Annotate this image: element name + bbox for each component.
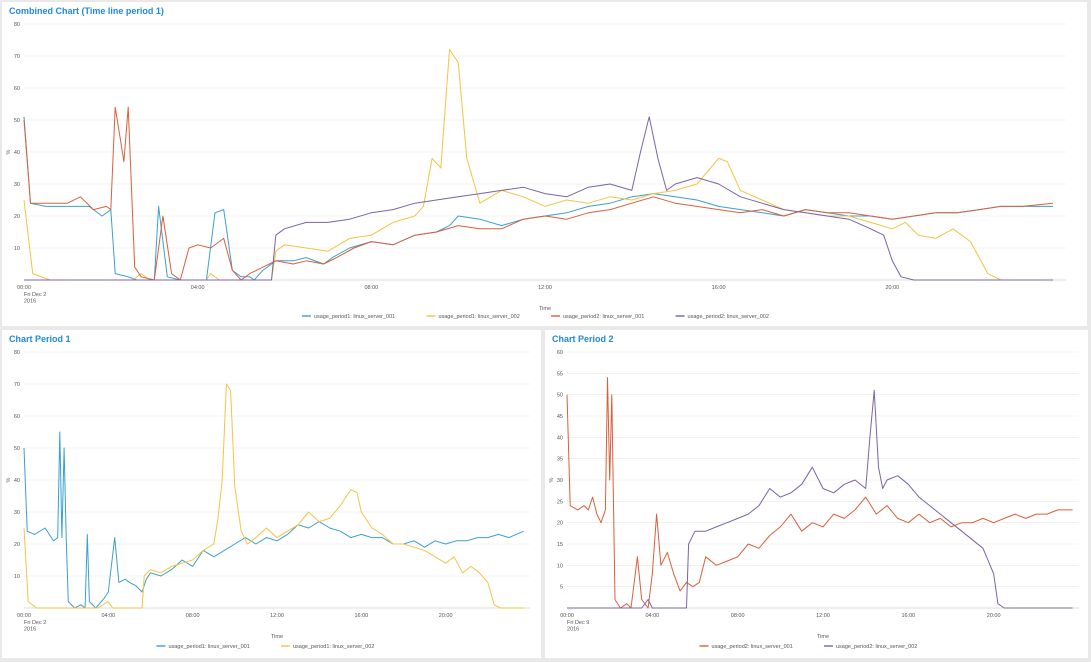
series-line: [566, 377, 1073, 609]
y-tick-label: 40: [557, 435, 563, 441]
y-tick-label: 50: [14, 446, 20, 452]
x-date-label: 2016: [24, 627, 36, 633]
series-line: [23, 431, 524, 609]
x-tick-label: 16:00: [712, 285, 726, 291]
x-date-label: 2016: [567, 627, 579, 633]
period2-chart-panel: Chart Period 2 5 10 15 20 25 30 35 40 45 50 55 60% 0…: [545, 330, 1088, 658]
y-tick-label: 80: [14, 22, 20, 28]
x-tick-label: 20:00: [885, 285, 899, 291]
y-tick-label: 60: [557, 350, 563, 356]
legend-label: usage_period2: linux_server_002: [836, 644, 917, 650]
combined-chart: 10 20 30 40 50 60 70 80% 00:00 04:00 08:00 12:00 16:…: [6, 22, 1066, 320]
y-tick-label: 60: [14, 86, 20, 92]
y-tick-label: 70: [14, 54, 20, 60]
y-tick-label: 70: [14, 382, 20, 388]
x-tick-label: 20:00: [987, 613, 1001, 619]
legend-label: usage_period1: linux_server_002: [293, 644, 374, 650]
y-tick-label: 50: [557, 393, 563, 399]
y-tick-label: 10: [14, 246, 20, 252]
y-tick-label: 35: [557, 457, 563, 463]
y-tick-label: 10: [14, 574, 20, 580]
combined-chart-panel: Combined Chart (Time line period 1) 10 20…: [2, 2, 1087, 326]
x-tick-label: 20:00: [439, 613, 453, 619]
panel-title: Chart Period 1: [9, 334, 71, 344]
x-date-label: Fri Dec 9: [567, 620, 589, 626]
x-tick-label: 00:00: [560, 613, 574, 619]
y-tick-label: 20: [14, 542, 20, 548]
y-tick-label: 30: [557, 478, 563, 484]
y-tick-label: 30: [14, 510, 20, 516]
legend-label: usage_period1: linux_server_001: [168, 644, 249, 650]
x-date-label: Fri Dec 2: [24, 620, 46, 626]
x-tick-label: 16:00: [901, 613, 915, 619]
x-tick-label: 04:00: [645, 613, 659, 619]
x-axis-label: Time: [817, 634, 829, 640]
x-axis-label: Time: [271, 634, 283, 640]
x-tick-label: 12:00: [538, 285, 552, 291]
x-tick-label: 08:00: [731, 613, 745, 619]
y-tick-label: 45: [557, 414, 563, 420]
x-tick-label: 08:00: [186, 613, 200, 619]
x-tick-label: 00:00: [17, 613, 31, 619]
x-tick-label: 16:00: [354, 613, 368, 619]
x-date-label: 2016: [24, 299, 36, 305]
series-line: [23, 116, 1053, 281]
y-tick-label: 80: [14, 350, 20, 356]
x-tick-label: 12:00: [816, 613, 830, 619]
panel-title: Chart Period 2: [552, 334, 614, 344]
y-tick-label: 10: [557, 563, 563, 569]
x-tick-label: 04:00: [101, 613, 115, 619]
y-tick-label: 40: [14, 478, 20, 484]
y-tick-label: 55: [557, 371, 563, 377]
legend-label: usage_period1: linux_server_002: [438, 314, 519, 320]
series-line: [24, 116, 1053, 281]
series-line: [23, 106, 1054, 281]
y-tick-label: 60: [14, 414, 20, 420]
period1-chart-panel: Chart Period 1 10 20 30 40 50 60 70 80% 00:00 04:…: [2, 330, 541, 658]
x-tick-label: 00:00: [17, 285, 31, 291]
legend-label: usage_period2: linux_server_001: [711, 644, 792, 650]
y-tick-label: 25: [557, 499, 563, 505]
series-line: [567, 389, 1073, 609]
panel-title: Combined Chart (Time line period 1): [9, 6, 164, 16]
x-tick-label: 08:00: [364, 285, 378, 291]
y-axis-label: %: [549, 477, 555, 482]
y-tick-label: 50: [14, 118, 20, 124]
y-axis-label: %: [6, 149, 12, 154]
legend-label: usage_period2: linux_server_002: [688, 314, 769, 320]
y-tick-label: 15: [557, 542, 563, 548]
x-axis-label: Time: [539, 306, 551, 312]
y-tick-label: 5: [560, 585, 563, 591]
y-axis-label: %: [6, 477, 12, 482]
period1-chart: 10 20 30 40 50 60 70 80% 00:00 04:00 08:00 12:00 16:…: [6, 350, 530, 650]
legend-label: usage_period1: linux_server_001: [314, 314, 395, 320]
y-tick-label: 30: [14, 182, 20, 188]
series-line: [23, 49, 1053, 281]
y-tick-label: 20: [14, 214, 20, 220]
legend-label: usage_period2: linux_server_001: [563, 314, 644, 320]
x-date-label: Fri Dec 2: [24, 292, 46, 298]
period2-chart: 5 10 15 20 25 30 35 40 45 50 55 60% 00:00 04:00 08:00 1…: [549, 350, 1079, 650]
series-line: [23, 383, 524, 609]
x-tick-label: 04:00: [191, 285, 205, 291]
y-tick-label: 20: [557, 521, 563, 527]
y-tick-label: 40: [14, 150, 20, 156]
x-tick-label: 12:00: [270, 613, 284, 619]
